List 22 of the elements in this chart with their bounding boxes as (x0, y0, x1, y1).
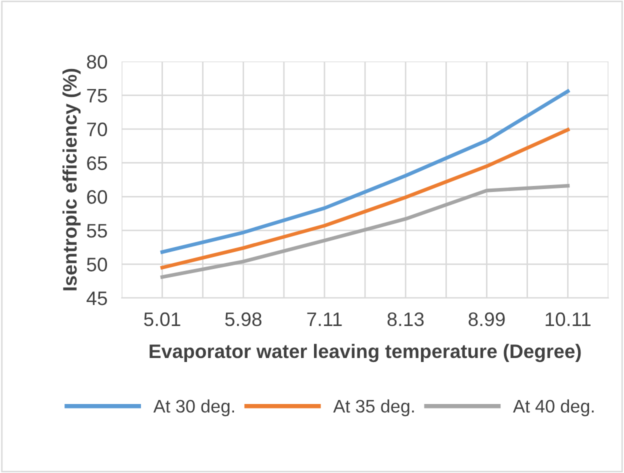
x-tick-label: 10.11 (546, 312, 591, 326)
legend-label: At 30 deg. (153, 399, 234, 416)
x-tick-label: 5.01 (144, 312, 180, 326)
y-tick-label: 45 (86, 292, 107, 306)
y-tick-label: 65 (87, 156, 107, 170)
x-axis-title: Evaporator water leaving temperature (Degree) (150, 344, 581, 362)
y-tick-label: 55 (86, 224, 107, 238)
y-tick-label: 50 (86, 258, 108, 272)
x-tick-label: 7.11 (307, 312, 342, 326)
y-tick-label: 60 (87, 190, 108, 204)
y-tick-label: 80 (87, 54, 108, 69)
y-axis-title: Isentropic efficiency (%) (62, 68, 81, 290)
x-tick-label: 8.99 (468, 312, 505, 326)
legend-label: At 35 deg. (333, 399, 414, 416)
line-series (160, 128, 570, 270)
line-series (160, 184, 570, 279)
line-series (160, 89, 570, 254)
y-tick-label: 70 (87, 122, 108, 136)
x-tick-label: 5.98 (225, 312, 262, 326)
legend-label: At 40 deg. (512, 399, 594, 416)
y-tick-label: 75 (87, 88, 107, 103)
x-tick-label: 8.13 (388, 312, 424, 326)
